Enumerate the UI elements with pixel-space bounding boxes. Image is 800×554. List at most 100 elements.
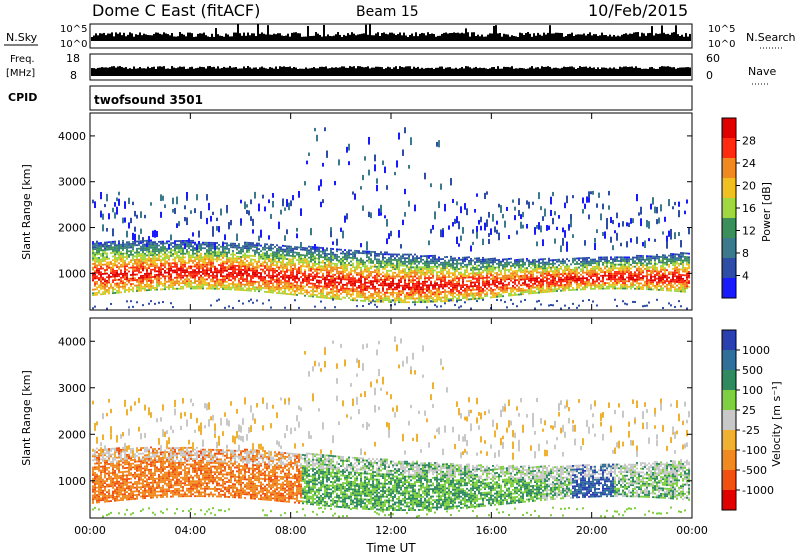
data-cell — [212, 273, 214, 275]
nsky-bar — [195, 36, 197, 41]
data-cell — [396, 292, 398, 294]
data-cell — [132, 272, 134, 274]
data-cell — [290, 245, 292, 248]
data-cell — [108, 261, 110, 264]
data-cell — [314, 270, 316, 273]
data-cell — [216, 258, 218, 261]
data-cell — [356, 279, 358, 282]
data-cell — [336, 268, 338, 271]
data-cell — [202, 278, 204, 281]
data-cell — [236, 274, 238, 276]
data-cell — [336, 238, 338, 246]
data-cell — [230, 279, 232, 282]
data-cell — [180, 267, 182, 270]
nsky-bar — [133, 36, 135, 41]
data-cell — [310, 266, 312, 268]
data-cell — [426, 289, 428, 292]
nsky-bar — [627, 34, 629, 41]
freq-bar — [679, 67, 681, 76]
data-cell — [346, 260, 348, 263]
nsky-bar — [349, 34, 351, 41]
data-cell — [192, 254, 194, 257]
data-cell — [246, 280, 248, 283]
freq-bar — [125, 67, 127, 76]
data-cell — [284, 256, 286, 258]
data-cell — [188, 274, 190, 277]
data-cell — [272, 289, 274, 292]
data-cell — [388, 273, 390, 276]
data-cell — [194, 260, 196, 262]
data-cell — [456, 266, 458, 269]
data-cell — [398, 295, 400, 298]
nsky-bar — [177, 36, 179, 41]
data-cell — [360, 283, 362, 286]
data-cell — [216, 242, 218, 244]
data-cell — [230, 286, 232, 289]
data-cell — [316, 266, 318, 269]
data-cell — [254, 280, 256, 283]
data-cell — [118, 278, 120, 281]
data-cell — [186, 269, 188, 272]
data-cell — [298, 253, 300, 256]
data-cell — [234, 288, 236, 291]
nsky-bar — [315, 32, 317, 41]
data-cell — [234, 272, 236, 275]
data-cell — [320, 276, 322, 279]
data-cell — [340, 289, 342, 291]
data-cell — [324, 262, 326, 264]
data-cell — [136, 249, 138, 252]
data-cell — [226, 286, 228, 289]
data-cell — [376, 282, 378, 285]
data-cell — [220, 286, 222, 289]
freq-bar — [99, 67, 101, 76]
data-cell — [332, 290, 334, 293]
data-cell — [116, 206, 118, 215]
data-cell — [240, 256, 242, 258]
data-cell — [256, 248, 258, 250]
nsky-bar — [513, 35, 515, 41]
data-cell — [380, 276, 382, 279]
data-cell — [214, 284, 216, 286]
data-cell — [222, 242, 224, 247]
data-cell — [390, 260, 392, 263]
data-cell — [442, 278, 444, 281]
data-cell — [296, 284, 298, 287]
data-cell — [436, 282, 438, 285]
data-cell — [350, 295, 352, 298]
power-heatmap — [92, 127, 690, 310]
data-cell — [256, 299, 258, 302]
nsky-bar — [227, 34, 229, 41]
data-cell — [186, 276, 188, 279]
nsky-bar — [467, 32, 469, 41]
data-cell — [98, 278, 100, 281]
data-cell — [256, 286, 258, 289]
data-cell — [244, 258, 246, 260]
data-cell — [276, 248, 278, 250]
data-cell — [480, 271, 482, 274]
data-cell — [346, 284, 348, 286]
data-cell — [252, 284, 254, 287]
data-cell — [292, 278, 294, 281]
data-cell — [180, 262, 182, 264]
data-cell — [368, 259, 370, 262]
data-cell — [190, 287, 192, 290]
data-cell — [198, 271, 200, 273]
data-cell — [132, 257, 134, 260]
data-cell — [332, 293, 334, 296]
data-cell — [122, 261, 124, 264]
data-cell — [366, 243, 368, 251]
data-cell — [276, 251, 278, 254]
data-cell — [492, 290, 494, 293]
data-cell — [314, 286, 316, 289]
data-cell — [112, 240, 114, 243]
data-cell — [120, 252, 122, 255]
data-cell — [114, 248, 116, 250]
data-cell — [260, 264, 262, 267]
data-cell — [400, 270, 402, 272]
data-cell — [442, 280, 444, 282]
data-cell — [270, 280, 272, 283]
nsky-bar — [577, 34, 579, 41]
data-cell — [398, 293, 400, 296]
data-cell — [472, 296, 474, 299]
data-cell — [346, 276, 348, 279]
